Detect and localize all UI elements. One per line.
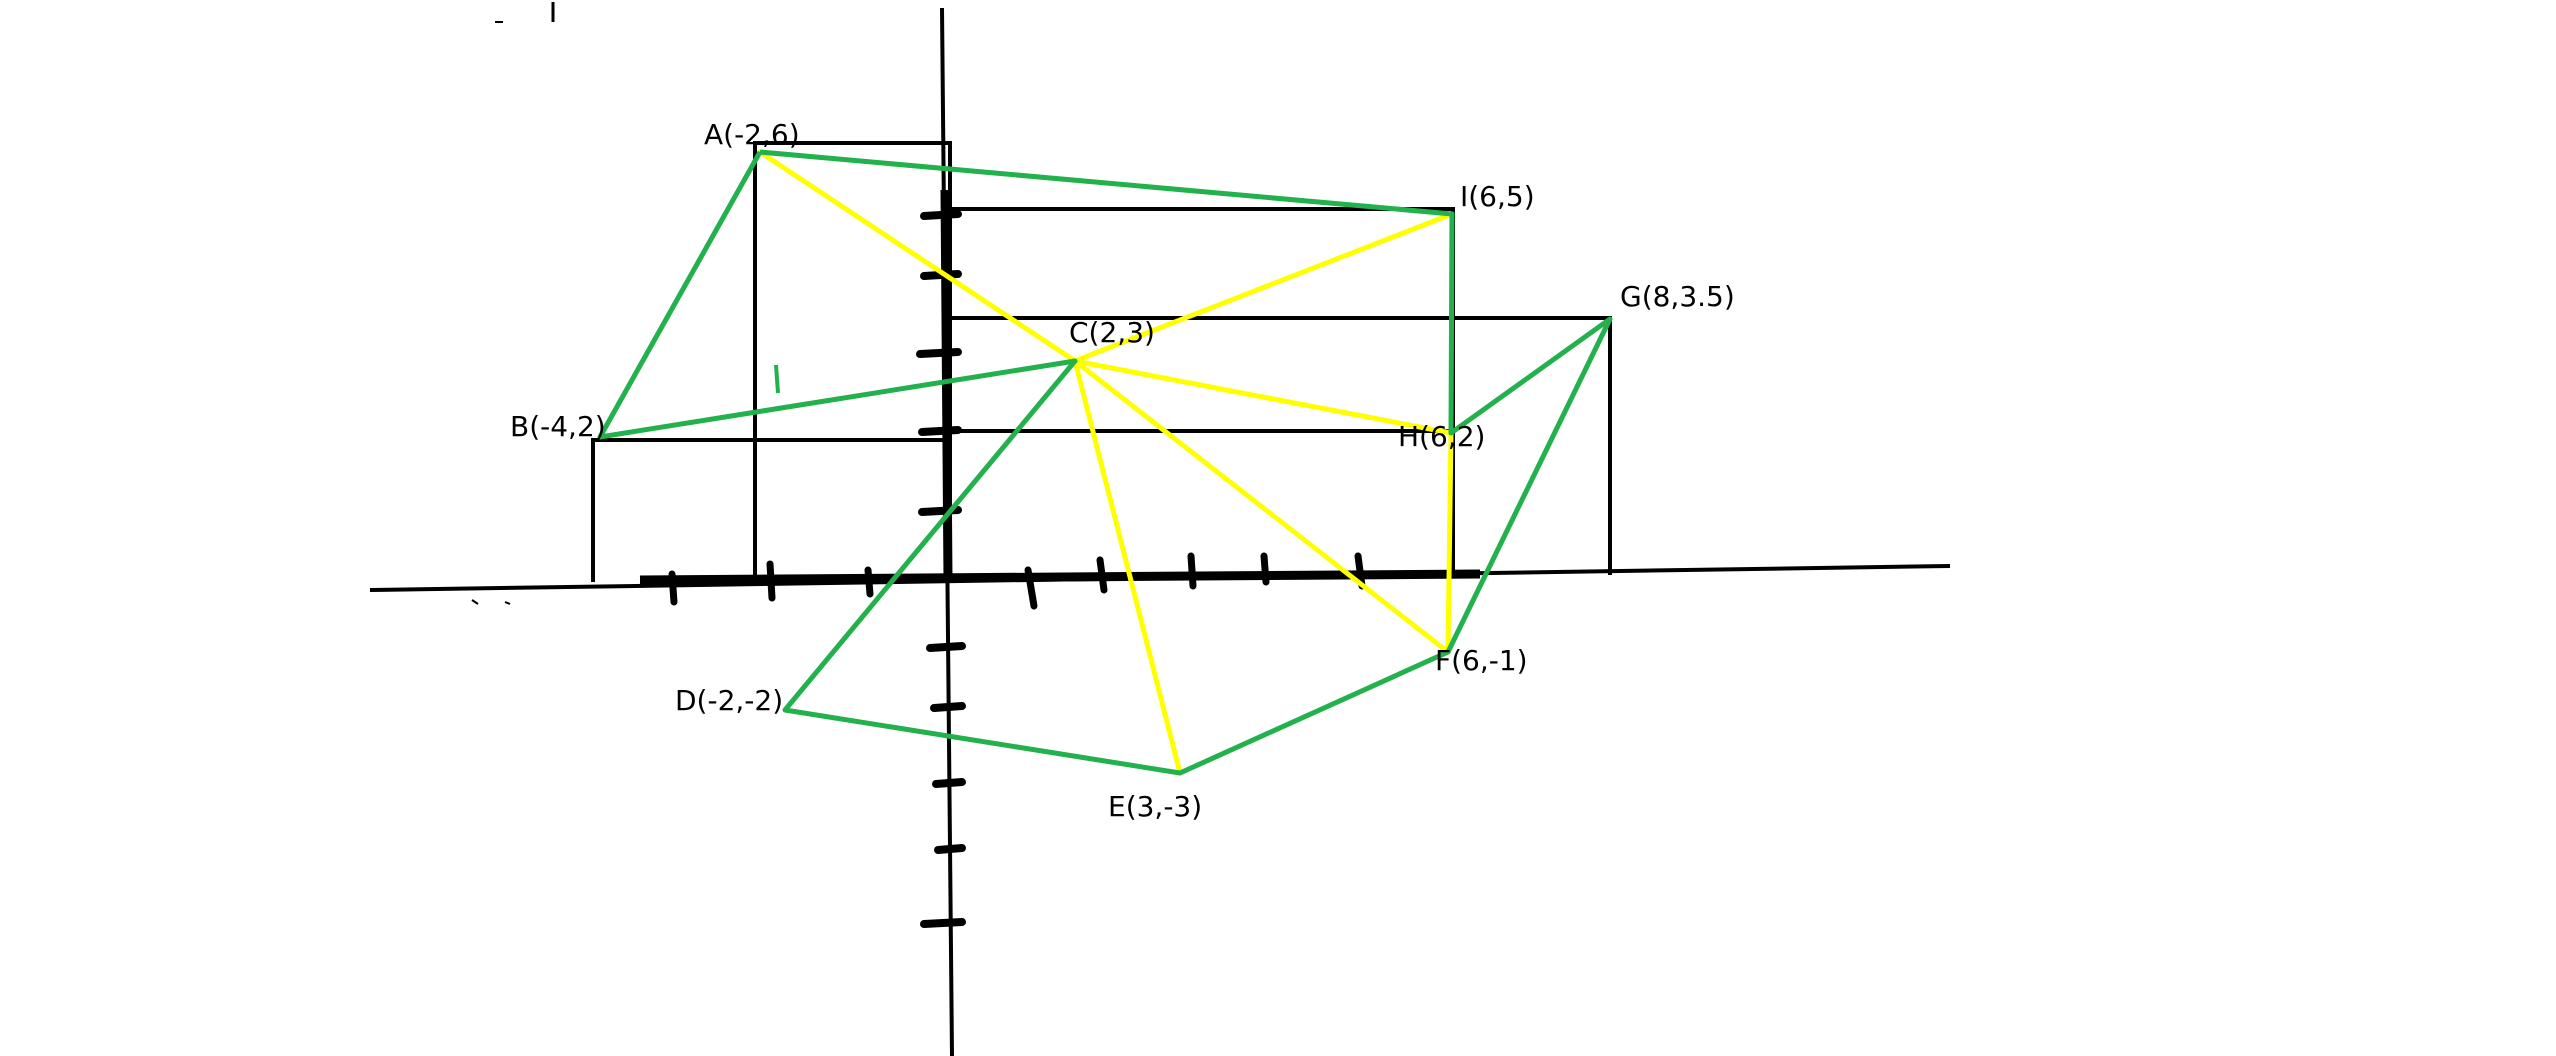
y-tick [916,348,962,358]
x-tick [668,570,678,606]
y-tick [930,702,966,712]
x-tick [864,566,874,598]
x-axis-ticks [668,552,1366,610]
yellow-segment-hf [1445,430,1454,655]
y-tick [932,778,966,788]
y-tick [934,844,966,854]
y-tick [926,642,966,652]
x-tick [1024,566,1038,610]
label-point-f: F(6,-1) [1435,644,1528,677]
y-tick [920,210,962,220]
label-point-d: D(-2,-2) [675,684,783,717]
green-polygon [597,149,1613,776]
y-axis-thick [940,189,953,581]
x-tick [1187,552,1197,590]
green-outline [597,149,1613,776]
label-point-e: E(3,-3) [1108,790,1202,823]
x-tick [766,560,776,602]
x-tick [1260,552,1270,586]
yellow-segment-ca [757,149,1078,364]
rectangle-a [753,141,952,580]
rectangle-i [950,207,1455,578]
stray-green-mark [774,364,780,394]
label-point-b: B(-4,2) [510,410,606,443]
label-point-h: H(6,2) [1398,420,1485,453]
label-point-c: C(2,3) [1069,316,1155,349]
x-axis-thick [639,569,1481,585]
point-labels: A(-2,6) B(-4,2) C(2,3) D(-2,-2) E(3,-3) … [510,118,1735,823]
yellow-segment-cf [1072,358,1451,655]
stray-mark [471,599,479,605]
yellow-segment-ci [1072,211,1455,364]
x-tick [1096,556,1108,594]
x-tick [1354,552,1366,590]
rectangle-g [950,316,1612,575]
label-point-a: A(-2,6) [704,118,800,151]
yellow-segment-ch [1072,358,1454,436]
label-point-g: G(8,3.5) [1620,280,1735,313]
yellow-segment-ce [1072,358,1183,776]
yellow-segments [757,149,1455,776]
y-tick [920,918,966,928]
label-point-i: I(6,5) [1460,180,1535,213]
stray-mark [504,601,511,605]
y-axis-ticks [916,210,966,928]
black-rectangles [591,141,1612,582]
rectangle-b-h [591,429,1453,582]
